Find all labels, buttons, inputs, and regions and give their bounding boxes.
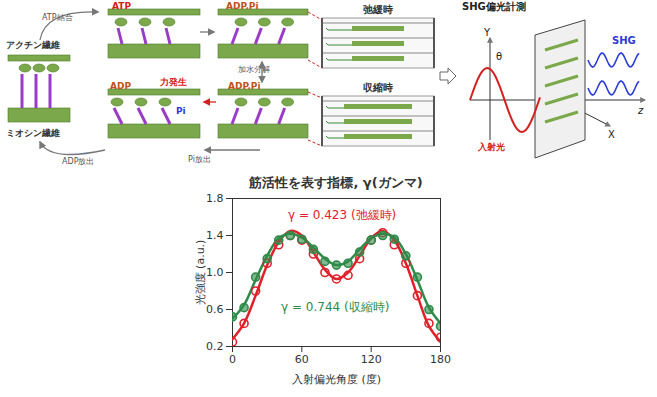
svg-text:入射偏光角度 (度): 入射偏光角度 (度)	[292, 373, 381, 386]
svg-text:1.0: 1.0	[206, 266, 224, 279]
svg-text:ADP.Pi: ADP.Pi	[228, 81, 260, 91]
svg-text:ATP結合: ATP結合	[42, 13, 73, 22]
svg-text:0.2: 0.2	[206, 340, 224, 353]
svg-text:入射光: 入射光	[477, 142, 505, 152]
svg-text:加水分解: 加水分解	[238, 65, 270, 74]
svg-text:ADP: ADP	[110, 81, 131, 91]
svg-text:60: 60	[295, 353, 309, 366]
svg-text:光強度 (a.u.): 光強度 (a.u.)	[194, 240, 207, 306]
svg-text:X: X	[608, 129, 615, 140]
svg-text:γ = 0.744 (収縮時): γ = 0.744 (収縮時)	[281, 300, 389, 314]
svg-text:SHG偏光計測: SHG偏光計測	[462, 1, 526, 12]
svg-text:0.6: 0.6	[206, 303, 224, 316]
svg-text:Pi放出: Pi放出	[188, 155, 211, 164]
svg-text:120: 120	[361, 353, 382, 366]
svg-text:収縮時: 収縮時	[363, 82, 393, 93]
svg-text:z: z	[637, 105, 644, 116]
svg-text:1.8: 1.8	[206, 192, 224, 205]
svg-text:ADP.Pi: ADP.Pi	[226, 1, 258, 11]
svg-text:アクチン繊維: アクチン繊維	[6, 40, 60, 50]
svg-text:1.4: 1.4	[206, 229, 224, 242]
svg-text:弛緩時: 弛緩時	[363, 4, 393, 15]
svg-text:γ = 0.423 (弛緩時): γ = 0.423 (弛緩時)	[288, 208, 396, 222]
svg-text:ADP放出: ADP放出	[62, 157, 94, 166]
svg-text:ミオシン繊維: ミオシン繊維	[6, 128, 60, 138]
svg-text:Y: Y	[483, 27, 491, 38]
html-text:筋活性を表す指標, γ(ガンマ): 筋活性を表す指標, γ(ガンマ)	[249, 175, 423, 190]
svg-text:Pi: Pi	[176, 106, 186, 116]
svg-text:0: 0	[229, 353, 236, 366]
svg-text:SHG: SHG	[612, 35, 636, 46]
svg-text:力発生: 力発生	[159, 77, 187, 87]
svg-text:ATP: ATP	[112, 1, 131, 11]
svg-text:180: 180	[430, 353, 451, 366]
svg-text:θ: θ	[496, 51, 502, 62]
